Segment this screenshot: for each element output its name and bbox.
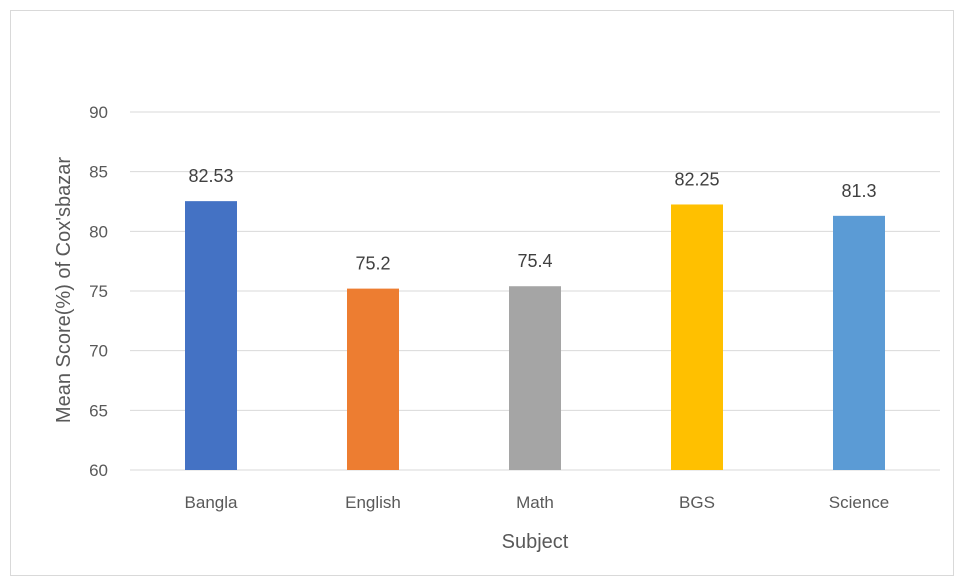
bar-math [509,286,561,470]
bar-science [833,215,885,470]
bars [185,201,885,470]
x-tick-label-english: English [345,493,401,512]
y-axis-title: Mean Score(%) of Cox'sbazar [53,157,75,423]
y-tick-label: 90 [89,103,108,122]
x-axis-ticks: Bangla English Math BGS Science [185,493,890,512]
x-tick-label-science: Science [829,493,889,512]
chart-frame [10,10,954,576]
y-tick-label: 60 [89,461,108,480]
data-label-math: 75.4 [517,251,552,271]
data-label-bangla: 82.53 [188,166,233,186]
x-tick-label-bangla: Bangla [185,493,238,512]
bar-bgs [671,204,723,470]
y-tick-label: 75 [89,282,108,301]
x-tick-label-bgs: BGS [679,493,715,512]
data-labels: 82.53 75.2 75.4 82.25 81.3 [188,166,876,273]
y-tick-label: 70 [89,342,108,361]
bar-english [347,288,399,470]
y-tick-label: 80 [89,222,108,241]
gridlines [130,111,940,471]
y-axis-ticks: 60 65 70 75 80 85 90 [89,103,108,480]
bar-bangla [185,201,237,470]
y-tick-label: 85 [89,163,108,182]
x-axis-title: Subject [502,531,569,553]
x-tick-label-math: Math [516,493,554,512]
data-label-bgs: 82.25 [674,169,719,189]
y-tick-label: 65 [89,401,108,420]
data-label-english: 75.2 [355,254,390,274]
data-label-science: 81.3 [841,181,876,201]
